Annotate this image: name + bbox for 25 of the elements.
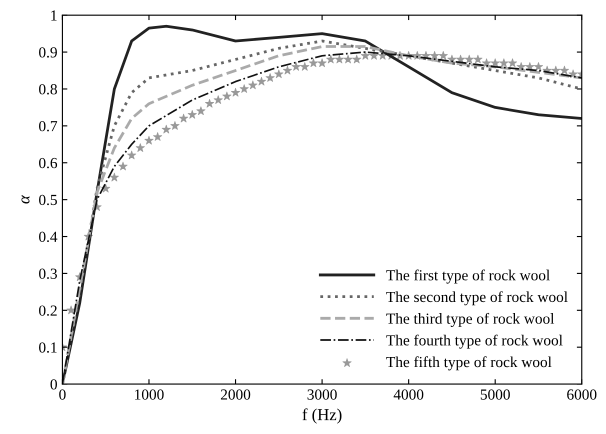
x-tick-label: 4000 — [394, 389, 424, 400]
x-tick-label: 1000 — [135, 389, 164, 400]
y-tick-label: 0.8 — [39, 84, 57, 94]
legend-label: The third type of rock wool — [386, 312, 554, 327]
legend-label: The second type of rock wool — [386, 291, 568, 306]
y-axis-title: α — [21, 194, 30, 204]
y-tick-label: 0 — [50, 379, 57, 390]
x-tick-label: 0 — [59, 389, 66, 400]
y-tick-label: 0.9 — [39, 47, 57, 58]
y-tick-label: 0.4 — [39, 232, 58, 242]
y-tick-label: 0.3 — [39, 268, 57, 279]
legend-label: The first type of rock wool — [386, 270, 550, 284]
y-tick-label: 0.5 — [39, 194, 57, 206]
y-tick-label: 0.2 — [39, 305, 57, 316]
y-tick-label: 0.6 — [39, 158, 58, 168]
x-tick-label: 5000 — [480, 389, 510, 400]
x-tick-label: 3000 — [308, 389, 337, 400]
y-tick-label: 0.7 — [39, 121, 58, 132]
legend-label: The fifth type of rock wool — [386, 356, 552, 370]
x-tick-label: 6000 — [567, 389, 596, 400]
x-tick-label: 2000 — [220, 389, 250, 400]
x-axis-title: f (Hz) — [302, 408, 342, 424]
legend-label: The fourth type of rock wool — [386, 334, 563, 349]
y-tick-label: 0.1 — [39, 342, 57, 353]
y-tick-label: 1 — [51, 10, 57, 20]
